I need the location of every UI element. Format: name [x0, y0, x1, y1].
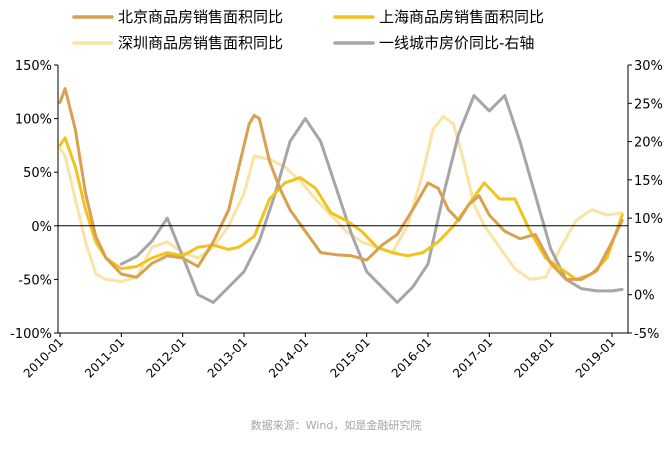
- legend-label: 一线城市房价同比-右轴: [379, 34, 534, 52]
- x-tick-label: 2012-01: [143, 335, 188, 380]
- x-tick-label: 2011-01: [82, 335, 127, 380]
- legend-label: 上海商品房销售面积同比: [379, 8, 544, 26]
- y-right-tick-label: 5%: [634, 250, 655, 265]
- x-tick-label: 2019-01: [573, 335, 618, 380]
- series-line-1: [58, 136, 624, 281]
- y-right-tick-label: 10%: [634, 212, 663, 227]
- series-line-0: [58, 87, 624, 281]
- y-right-tick-label: 0%: [634, 289, 655, 304]
- x-tick-label: 2010-01: [21, 335, 66, 380]
- x-tick-label: 2017-01: [450, 335, 495, 380]
- x-tick-label: 2016-01: [389, 335, 434, 380]
- y-left-tick-label: -100%: [10, 327, 52, 342]
- legend-label: 深圳商品房销售面积同比: [118, 34, 283, 52]
- legend-label: 北京商品房销售面积同比: [118, 8, 283, 26]
- y-left-tick-label: 50%: [23, 166, 52, 181]
- plot-area: [58, 87, 624, 304]
- series-line-3: [119, 94, 624, 304]
- x-tick-label: 2014-01: [266, 335, 311, 380]
- y-left-tick-label: 150%: [15, 59, 52, 74]
- y-right-tick-label: 25%: [634, 97, 663, 112]
- source-note: 数据来源：Wind，如是金融研究院: [250, 419, 422, 432]
- y-right-tick-label: 30%: [634, 59, 663, 74]
- y-left-tick-label: 0%: [31, 220, 52, 235]
- x-tick-label: 2015-01: [327, 335, 372, 380]
- y-right-tick-label: 15%: [634, 174, 663, 189]
- y-right-tick-label: 20%: [634, 136, 663, 151]
- x-tick-label: 2018-01: [511, 335, 556, 380]
- y-left-tick-label: -50%: [18, 273, 52, 288]
- x-tick-label: 2013-01: [205, 335, 250, 380]
- y-left-tick-label: 100%: [15, 113, 52, 128]
- y-right-tick-label: -5%: [634, 327, 659, 342]
